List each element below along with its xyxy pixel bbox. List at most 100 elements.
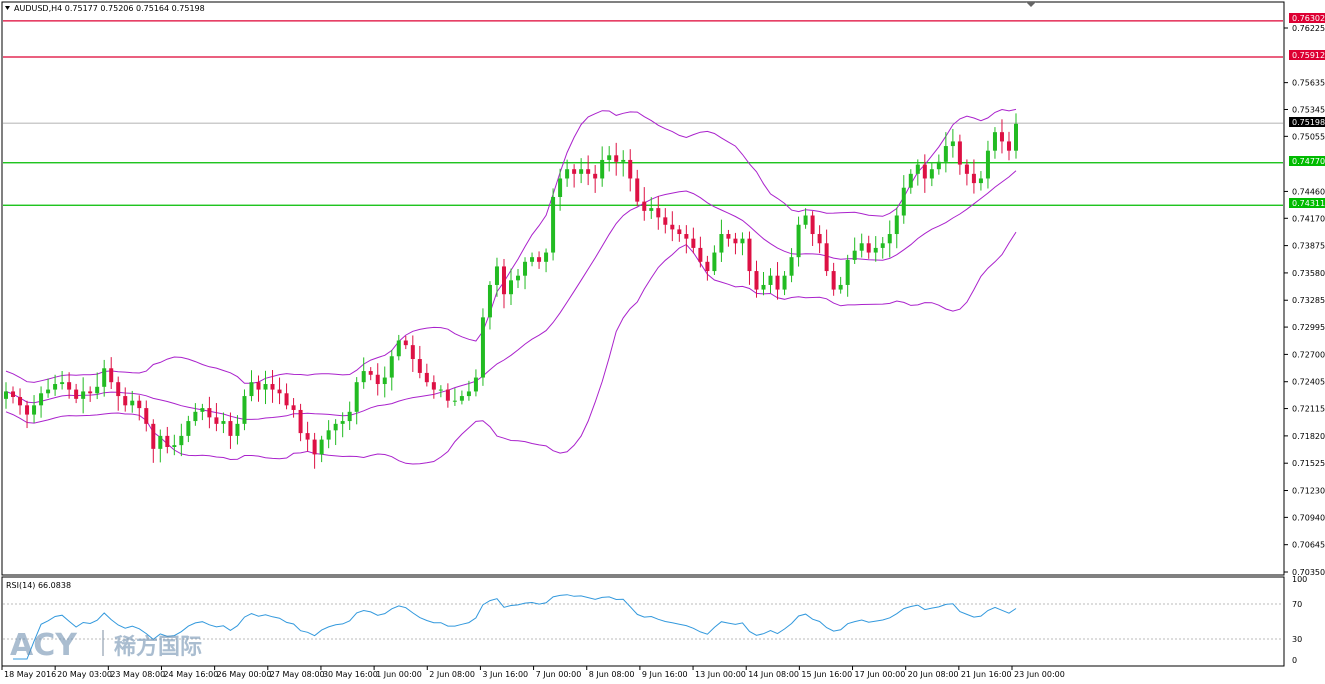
candle-body [235,423,240,436]
candle-body [207,408,212,418]
time-tick-label: 18 May 2016 [4,670,56,679]
chart-shift-marker-icon[interactable] [1026,2,1036,7]
candle-body [53,384,58,390]
price-tick-label: 0.73285 [1292,296,1325,305]
candle-body [32,405,37,415]
svg-text:0.74770: 0.74770 [1292,157,1325,166]
candle-body [516,275,521,281]
candle-body [242,396,247,424]
candle-body [579,169,584,174]
candle-body [964,164,969,174]
time-tick-label: 20 Jun 08:00 [908,670,959,679]
candle-body [957,141,962,165]
price-tick-label: 0.75055 [1292,132,1325,141]
candle-body [523,261,528,276]
candle-body [726,234,731,239]
candle-body [810,215,815,235]
candle-body [684,234,689,239]
candle-body [347,411,352,422]
candle-body [438,389,443,391]
candle-body [11,391,16,397]
candle-body [845,259,850,285]
candle-body [733,238,738,244]
acy-watermark: ACY 稀方国际 [10,628,202,663]
price-tag-current: 0.75198 [1289,117,1325,127]
price-tag-resistance-2: 0.75912 [1289,50,1325,60]
candle-body [628,159,633,179]
candle-body [922,164,927,179]
candle-body [894,215,899,235]
candle-body [25,405,30,415]
candle-body [319,439,324,455]
candle-body [901,187,906,216]
candle-body [74,389,79,399]
rsi-tick-30: 30 [1292,635,1302,644]
candle-body [950,141,955,147]
candle-body [4,391,8,399]
symbol-info: AUDUSD,H4 0.75177 0.75206 0.75164 0.7519… [14,4,205,13]
candle-body [368,371,373,375]
candle-body [130,400,135,406]
candle-body [537,257,542,262]
price-tag-resistance-1: 0.76302 [1289,13,1325,23]
candle-body [473,377,478,392]
candle-body [586,169,591,174]
time-tick-label: 27 May 08:00 [270,670,325,679]
time-tick-label: 13 Jun 00:00 [695,670,746,679]
candle-body [312,439,317,455]
candle-body [424,372,429,383]
price-tick-label: 0.74170 [1292,214,1325,223]
candle-body [18,396,23,406]
candle-body [761,284,766,290]
candle-body [60,382,65,385]
candle-body [116,382,121,397]
candle-body [361,371,366,383]
candle-body [459,396,464,401]
candle-body [978,178,983,184]
candle-body [452,400,457,402]
candle-body [333,423,338,431]
candle-body [740,238,745,244]
candle-body [88,391,93,394]
price-tick-label: 0.73875 [1292,242,1325,251]
candle-body [999,132,1004,142]
time-tick-label: 23 Jun 00:00 [1014,670,1065,679]
price-tick-label: 0.72405 [1292,378,1325,387]
candle-body [971,173,976,184]
candle-body [691,238,696,248]
time-tick-label: 26 May 00:00 [217,670,272,679]
candle-body [305,433,310,440]
time-tick-label: 17 Jun 00:00 [855,670,906,679]
price-tag-support-2: 0.74311 [1289,198,1325,208]
candle-body [340,421,345,424]
time-tick-label: 3 Jun 16:00 [482,670,528,679]
price-tick-label: 0.72995 [1292,323,1325,332]
svg-text:0.76302: 0.76302 [1292,14,1325,23]
candle-body [880,243,885,248]
candle-body [172,445,177,447]
candle-body [663,217,668,225]
price-tick-label: 0.70645 [1292,541,1325,550]
candle-body [81,391,86,399]
candle-body [824,243,829,272]
candle-body [326,430,331,440]
candle-body [544,252,549,262]
symbol-dropdown-icon[interactable] [5,6,10,10]
candle-body [817,234,822,244]
candle-body [600,159,605,179]
candle-body [144,408,149,424]
time-tick-label: 30 May 16:00 [323,670,378,679]
price-tag-support-1: 0.74770 [1289,156,1325,166]
price-tick-label: 0.75345 [1292,105,1325,114]
candle-body [67,382,72,390]
candle-body [558,178,563,197]
candle-body [698,247,703,262]
candlesticks [4,113,1018,469]
candle-body [621,159,626,162]
candle-body [796,224,801,258]
candle-body [985,150,990,179]
candle-body [445,389,450,401]
candle-body [803,215,808,225]
